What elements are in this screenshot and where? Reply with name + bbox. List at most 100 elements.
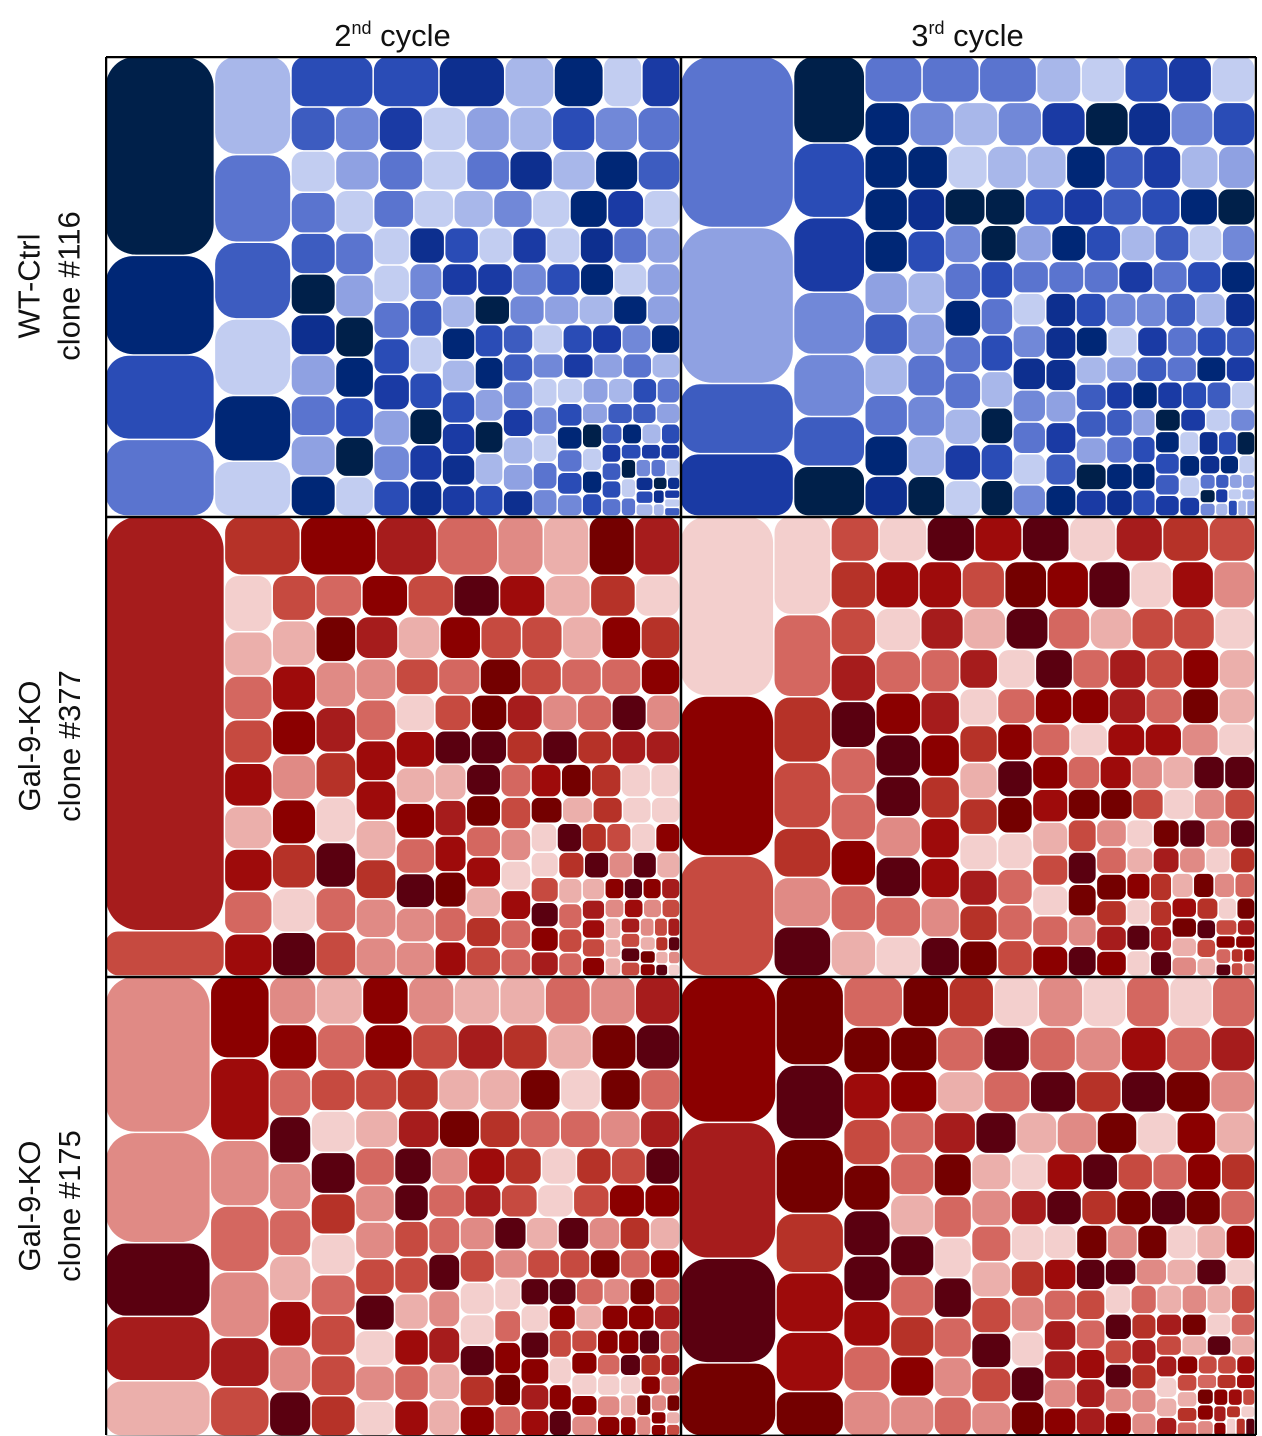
clone-tile: [543, 731, 577, 764]
clone-tile: [316, 708, 356, 752]
clone-tile: [336, 151, 379, 190]
clone-tile: [636, 477, 653, 490]
clone-tile: [560, 1111, 600, 1148]
clone-tile: [1197, 958, 1216, 976]
clone-tile: [1086, 103, 1128, 146]
clone-tile: [1033, 855, 1068, 885]
clone-tile: [636, 976, 680, 1024]
clone-tile: [429, 1291, 460, 1327]
clone-tile: [1156, 1377, 1177, 1397]
clone-tile: [225, 632, 272, 676]
clone-tile: [1216, 949, 1231, 963]
col-header-suffix: nd: [351, 18, 372, 38]
clone-tile: [435, 731, 471, 764]
clone-tile: [945, 189, 985, 225]
col-header-number: 3: [911, 18, 929, 53]
clone-tile: [501, 861, 531, 890]
clone-tile: [891, 1027, 937, 1071]
clone-tile: [429, 1400, 460, 1436]
clone-tile: [559, 852, 584, 878]
treemap-panel: [680, 516, 1255, 976]
clone-tile: [480, 1070, 520, 1110]
clone-tile: [605, 918, 621, 939]
clone-tile: [921, 898, 959, 937]
clone-tile: [1116, 516, 1162, 561]
clone-tile: [225, 807, 272, 849]
clone-tile: [1132, 1365, 1156, 1389]
clone-tile: [1127, 925, 1150, 950]
clone-tile: [467, 764, 500, 795]
clone-tile: [1231, 1285, 1255, 1314]
clone-tile: [612, 731, 646, 764]
clone-tile: [1168, 56, 1211, 102]
clone-tile: [291, 355, 335, 395]
clone-tile: [1207, 382, 1231, 409]
clone-tile: [1107, 490, 1132, 516]
clone-tile: [651, 459, 665, 477]
clone-tile: [1153, 848, 1179, 873]
clone-tile: [614, 228, 647, 263]
clone-tile: [1046, 391, 1076, 422]
clone-tile: [908, 231, 945, 272]
clone-tile: [291, 233, 335, 274]
clone-tile: [643, 878, 661, 899]
clone-tile: [475, 325, 503, 357]
clone-tile: [657, 852, 680, 878]
clone-tile: [934, 1318, 971, 1357]
clone-tile: [596, 151, 638, 190]
clone-tile: [844, 1165, 890, 1210]
clone-tile: [608, 378, 633, 403]
clone-tile: [395, 1401, 428, 1436]
clone-tile: [1187, 1154, 1221, 1190]
clone-tile: [442, 296, 475, 328]
clone-tile: [1156, 432, 1179, 453]
clone-tile: [876, 562, 919, 608]
clone-tile: [501, 891, 531, 919]
clone-tile: [531, 852, 558, 877]
clone-tile: [580, 228, 613, 263]
clone-tile: [597, 1355, 620, 1375]
clone-tile: [1235, 873, 1255, 897]
clone-tile: [336, 357, 373, 397]
clone-tile: [454, 976, 499, 1024]
clone-tile: [937, 1072, 983, 1112]
clone-tile: [1172, 873, 1193, 897]
clone-tile: [651, 1424, 666, 1436]
clone-tile: [1068, 820, 1096, 852]
clone-tile: [1044, 1225, 1076, 1259]
clone-tile: [1046, 327, 1076, 359]
clone-tile: [1068, 884, 1096, 916]
clone-tile: [794, 218, 865, 292]
clone-tile: [1011, 1297, 1044, 1331]
clone-tile: [1172, 562, 1213, 608]
clone-tile: [1070, 516, 1116, 561]
clone-tile: [1177, 1422, 1197, 1436]
clone-tile: [410, 337, 442, 372]
clone-tile: [559, 878, 582, 903]
clone-tile: [591, 576, 635, 616]
clone-tile: [211, 1206, 269, 1271]
clone-tile: [972, 1333, 1011, 1368]
clone-tile: [589, 516, 634, 575]
clone-tile: [1107, 382, 1132, 409]
clone-tile: [553, 107, 595, 151]
clone-tile: [794, 56, 865, 143]
clone-tile: [1013, 422, 1045, 453]
clone-tile: [879, 516, 927, 561]
clone-tile: [396, 839, 435, 873]
clone-tile: [374, 446, 409, 481]
clone-tile: [1225, 756, 1255, 789]
clone-tile: [1180, 456, 1200, 476]
clone-tile: [467, 151, 509, 190]
clone-tile: [1197, 1389, 1213, 1404]
clone-tile: [435, 695, 471, 730]
clone-tile: [396, 803, 435, 838]
clone-tile: [680, 228, 793, 383]
clone-tile: [311, 1194, 355, 1234]
clone-tile: [547, 228, 580, 263]
clone-tile: [316, 976, 362, 1024]
clone-tile: [1031, 1072, 1076, 1112]
clone-tile: [647, 296, 680, 324]
clone-tile: [439, 1070, 479, 1110]
clone-tile: [988, 146, 1027, 188]
